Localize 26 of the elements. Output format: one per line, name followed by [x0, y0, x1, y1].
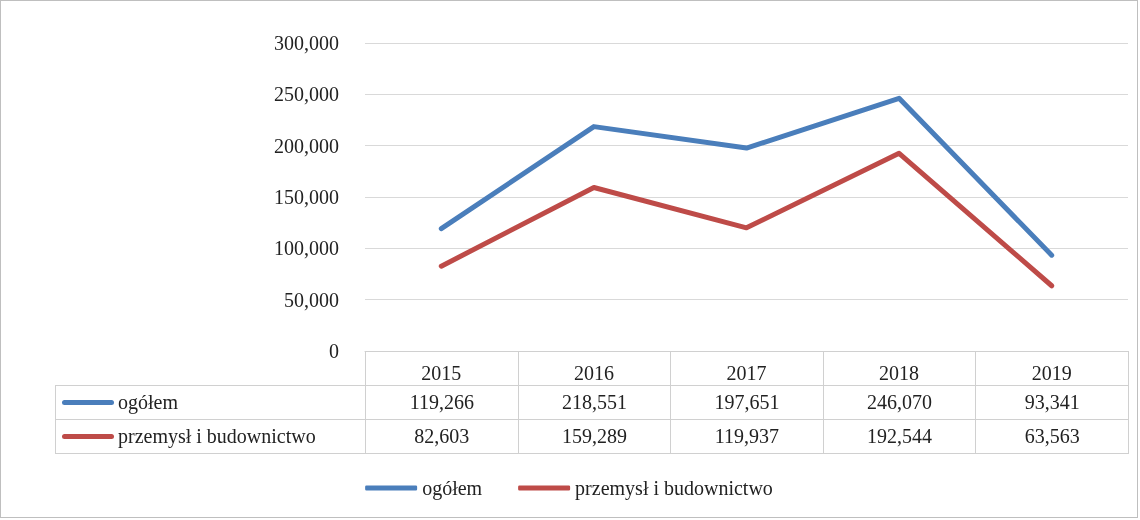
data-label: 119,266 — [365, 385, 519, 420]
text: ogółem — [118, 391, 178, 413]
data-label: 197,651 — [670, 385, 824, 420]
data-label: 119,937 — [670, 419, 824, 454]
x-tick-label: 2015 — [421, 362, 462, 384]
x-tick-label: 2019 — [1031, 362, 1072, 384]
data-label: 246,070 — [822, 385, 977, 420]
data-label: 93,341 — [975, 385, 1129, 420]
x-tick-label: 2017 — [726, 362, 767, 384]
y-tick-label: 50,000 — [284, 288, 339, 311]
y-tick-label: 300,000 — [274, 32, 339, 54]
y-tick-label: 200,000 — [274, 134, 339, 157]
text: przemysł i budownictwo — [575, 477, 773, 499]
legend-label: ogółem — [422, 477, 483, 500]
data-label: 159,289 — [517, 419, 672, 454]
data-label: 192,544 — [822, 419, 977, 454]
data-label: 63,563 — [975, 419, 1129, 454]
y-tick-label: 150,000 — [274, 186, 339, 208]
y-tick-label: 250,000 — [274, 83, 339, 106]
x-tick-label: 2018 — [879, 362, 920, 384]
legend-label: przemysł i budownictwo — [55, 419, 366, 454]
y-tick-label: 0 — [329, 340, 339, 362]
data-label: 82,603 — [365, 419, 519, 454]
y-tick-label: 100,000 — [274, 237, 339, 260]
data-label: 218,551 — [517, 385, 672, 420]
x-tick-label: 2016 — [573, 362, 614, 384]
